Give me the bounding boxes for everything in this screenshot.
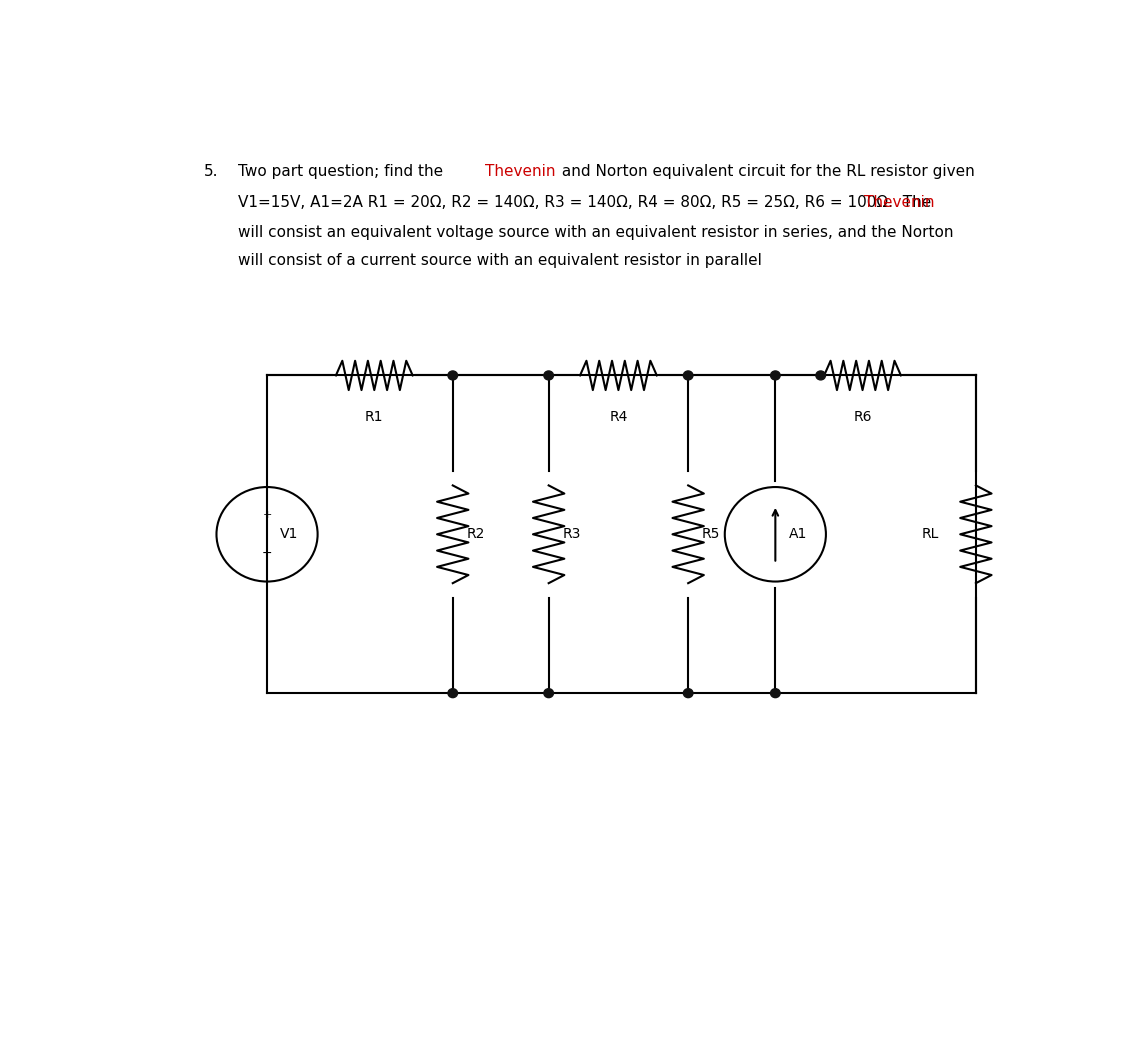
Circle shape xyxy=(448,371,458,380)
Text: R5: R5 xyxy=(702,527,720,542)
Text: A1: A1 xyxy=(789,527,807,542)
Circle shape xyxy=(683,689,693,697)
Text: R2: R2 xyxy=(467,527,485,542)
Text: −: − xyxy=(262,547,272,560)
Circle shape xyxy=(543,371,554,380)
Text: will consist of a current source with an equivalent resistor in parallel: will consist of a current source with an… xyxy=(238,253,762,269)
Text: R1: R1 xyxy=(364,409,384,423)
Circle shape xyxy=(771,371,780,380)
Circle shape xyxy=(683,371,693,380)
Text: RL: RL xyxy=(921,527,939,542)
Text: R6: R6 xyxy=(853,409,872,423)
Circle shape xyxy=(771,689,780,697)
Circle shape xyxy=(816,371,826,380)
Text: V1: V1 xyxy=(280,527,298,542)
Text: 5.: 5. xyxy=(204,164,218,179)
Text: will consist an equivalent voltage source with an equivalent resistor in series,: will consist an equivalent voltage sourc… xyxy=(238,224,954,240)
Text: Thevenin: Thevenin xyxy=(864,196,935,211)
Circle shape xyxy=(543,689,554,697)
Circle shape xyxy=(448,689,458,697)
Text: Thevenin: Thevenin xyxy=(485,164,556,179)
Text: Two part question; find the: Two part question; find the xyxy=(238,164,448,179)
Text: R4: R4 xyxy=(610,409,628,423)
Text: V1=15V, A1=2A R1 = 20Ω, R2 = 140Ω, R3 = 140Ω, R4 = 80Ω, R5 = 25Ω, R6 = 100Ω.  Th: V1=15V, A1=2A R1 = 20Ω, R2 = 140Ω, R3 = … xyxy=(238,196,936,211)
Text: and Norton equivalent circuit for the RL resistor given: and Norton equivalent circuit for the RL… xyxy=(557,164,974,179)
Text: R3: R3 xyxy=(562,527,580,542)
Text: +: + xyxy=(262,510,272,521)
